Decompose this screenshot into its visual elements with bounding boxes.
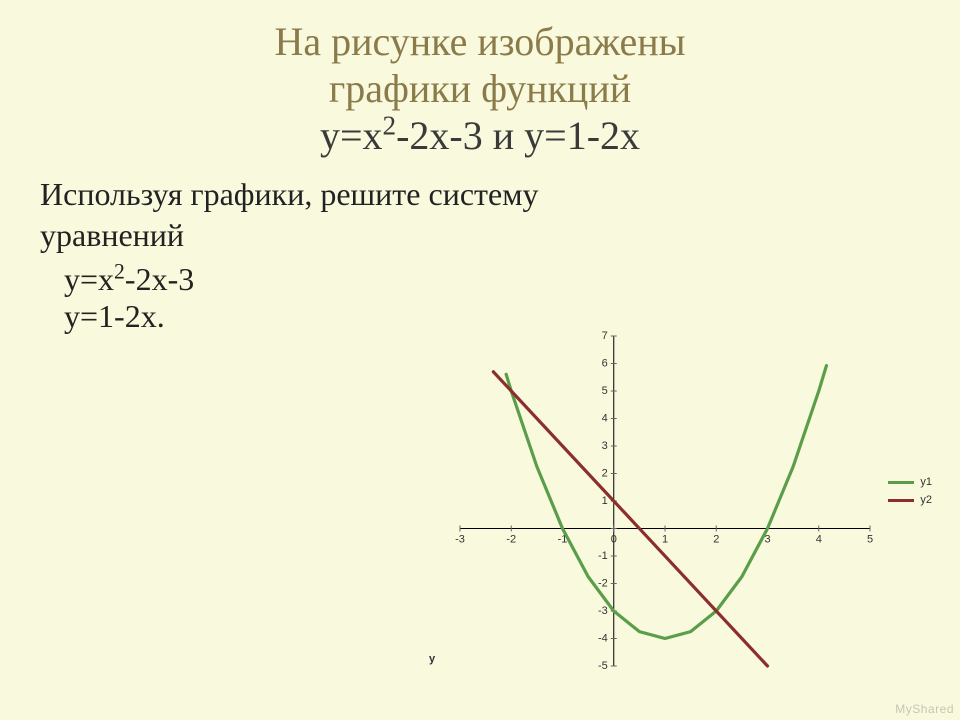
legend-label-y2: y2 <box>920 494 932 506</box>
svg-text:-2: -2 <box>506 534 516 546</box>
svg-text:-3: -3 <box>598 605 608 617</box>
svg-text:2: 2 <box>713 534 719 546</box>
prompt-line1: Используя графики, решите систему <box>40 174 960 215</box>
watermark: MyShared <box>895 702 954 716</box>
legend-item-y2: y2 <box>888 494 932 506</box>
svg-text:1: 1 <box>602 495 608 507</box>
svg-text:4: 4 <box>816 534 822 546</box>
chart: -3-2-1012345-5-4-3-2-11234567y y1 y2 <box>420 326 940 696</box>
svg-text:2: 2 <box>602 468 608 480</box>
svg-text:0: 0 <box>611 534 617 546</box>
eq1: у=x2-2x-3 <box>64 261 960 298</box>
svg-text:5: 5 <box>867 534 873 546</box>
svg-text:y: y <box>429 653 436 665</box>
svg-text:-3: -3 <box>455 534 465 546</box>
svg-text:6: 6 <box>602 358 608 370</box>
legend-label-y1: y1 <box>920 476 932 488</box>
prompt-text: Используя графики, решите систему уравне… <box>40 174 960 256</box>
chart-legend: y1 y2 <box>888 476 932 512</box>
equation-system: у=x2-2x-3 у=1-2x. <box>64 261 960 335</box>
svg-text:7: 7 <box>602 330 608 342</box>
svg-text:-4: -4 <box>598 633 608 645</box>
chart-svg: -3-2-1012345-5-4-3-2-11234567y <box>420 326 940 696</box>
slide-title: На рисунке изображены графики функций у=… <box>0 0 960 160</box>
title-line1: На рисунке изображены <box>0 18 960 65</box>
svg-text:-5: -5 <box>598 660 608 672</box>
prompt-line2: уравнений <box>40 215 960 256</box>
svg-text:3: 3 <box>602 440 608 452</box>
svg-text:-1: -1 <box>598 550 608 562</box>
svg-text:5: 5 <box>602 385 608 397</box>
title-line2: графики функций <box>0 65 960 112</box>
legend-item-y1: y1 <box>888 476 932 488</box>
legend-swatch-y2 <box>888 499 914 502</box>
svg-text:1: 1 <box>662 534 668 546</box>
legend-swatch-y1 <box>888 481 914 484</box>
svg-text:-2: -2 <box>598 578 608 590</box>
title-line3: у=х2-2х-3 и у=1-2х <box>0 112 960 159</box>
svg-text:4: 4 <box>602 413 608 425</box>
